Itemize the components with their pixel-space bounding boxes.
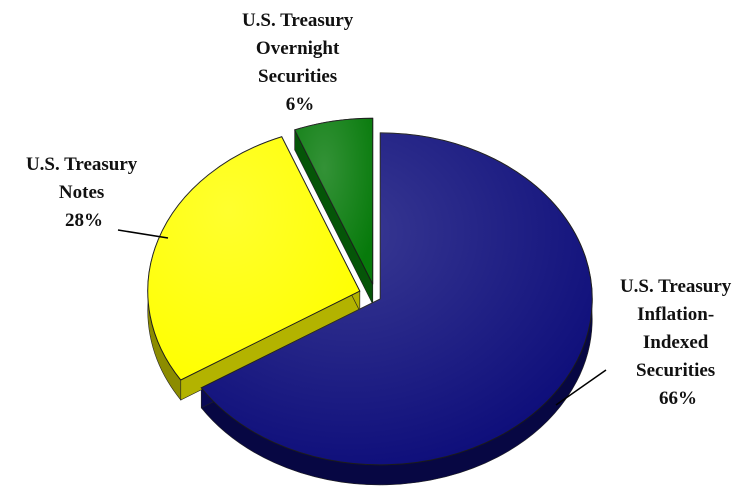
slice-label-overnight: U.S. Treasury Overnight Securities 6% xyxy=(242,10,358,115)
slice-highlight-overnight xyxy=(294,118,373,285)
leader-line-notes xyxy=(117,229,169,239)
slice-highlight-inflation-indexed xyxy=(201,132,593,465)
slice-label-inflation-indexed: U.S. Treasury Inflation- Indexed Securit… xyxy=(620,276,736,409)
slice-percent-overnight: 6% xyxy=(286,94,315,115)
slice-percent-inflation-indexed: 66% xyxy=(659,388,697,409)
pie-slices xyxy=(147,117,593,486)
slice-highlight-notes xyxy=(147,136,360,381)
slice-label-notes: U.S. Treasury Notes 28% xyxy=(26,154,142,231)
leader-line-inflation-indexed xyxy=(555,369,607,406)
leader-lines xyxy=(117,229,607,406)
slice-percent-notes: 28% xyxy=(65,210,103,231)
